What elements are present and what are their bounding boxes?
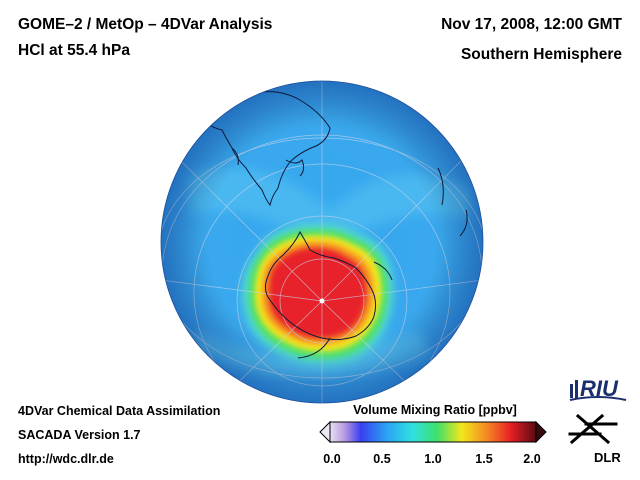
colorbar-ramp — [329, 421, 537, 443]
date-label: Nov 17, 2008, 12:00 GMT — [441, 16, 622, 33]
colorbar-tick-3: 1.5 — [475, 452, 493, 466]
title-line-1: GOME–2 / MetOp – 4DVar Analysis — [18, 16, 273, 33]
colorbar — [319, 420, 547, 444]
hemisphere-label: Southern Hemisphere — [460, 46, 622, 63]
colorbar-tick-4: 2.0 — [523, 452, 541, 466]
riu-logo: RIU — [569, 376, 627, 401]
colorbar-tick-1: 0.5 — [373, 452, 391, 466]
colorbar-low-arrow — [319, 420, 331, 444]
footer-line-1: 4DVar Chemical Data Assimilation — [18, 404, 221, 418]
dlr-logo — [568, 413, 618, 445]
footer-line-3[interactable]: http://wdc.dlr.de — [18, 452, 114, 466]
colorbar-high-arrow — [535, 420, 547, 444]
riu-logo-text: RIU — [580, 376, 619, 401]
footer-line-2: SACADA Version 1.7 — [18, 428, 141, 442]
colorbar-label: Volume Mixing Ratio [ppbv] — [353, 403, 517, 417]
dlr-logo-text: DLR — [594, 450, 621, 465]
colorbar-tick-0: 0.0 — [323, 452, 341, 466]
title-line-2: HCl at 55.4 hPa — [18, 42, 130, 59]
colorbar-tick-2: 1.0 — [424, 452, 442, 466]
